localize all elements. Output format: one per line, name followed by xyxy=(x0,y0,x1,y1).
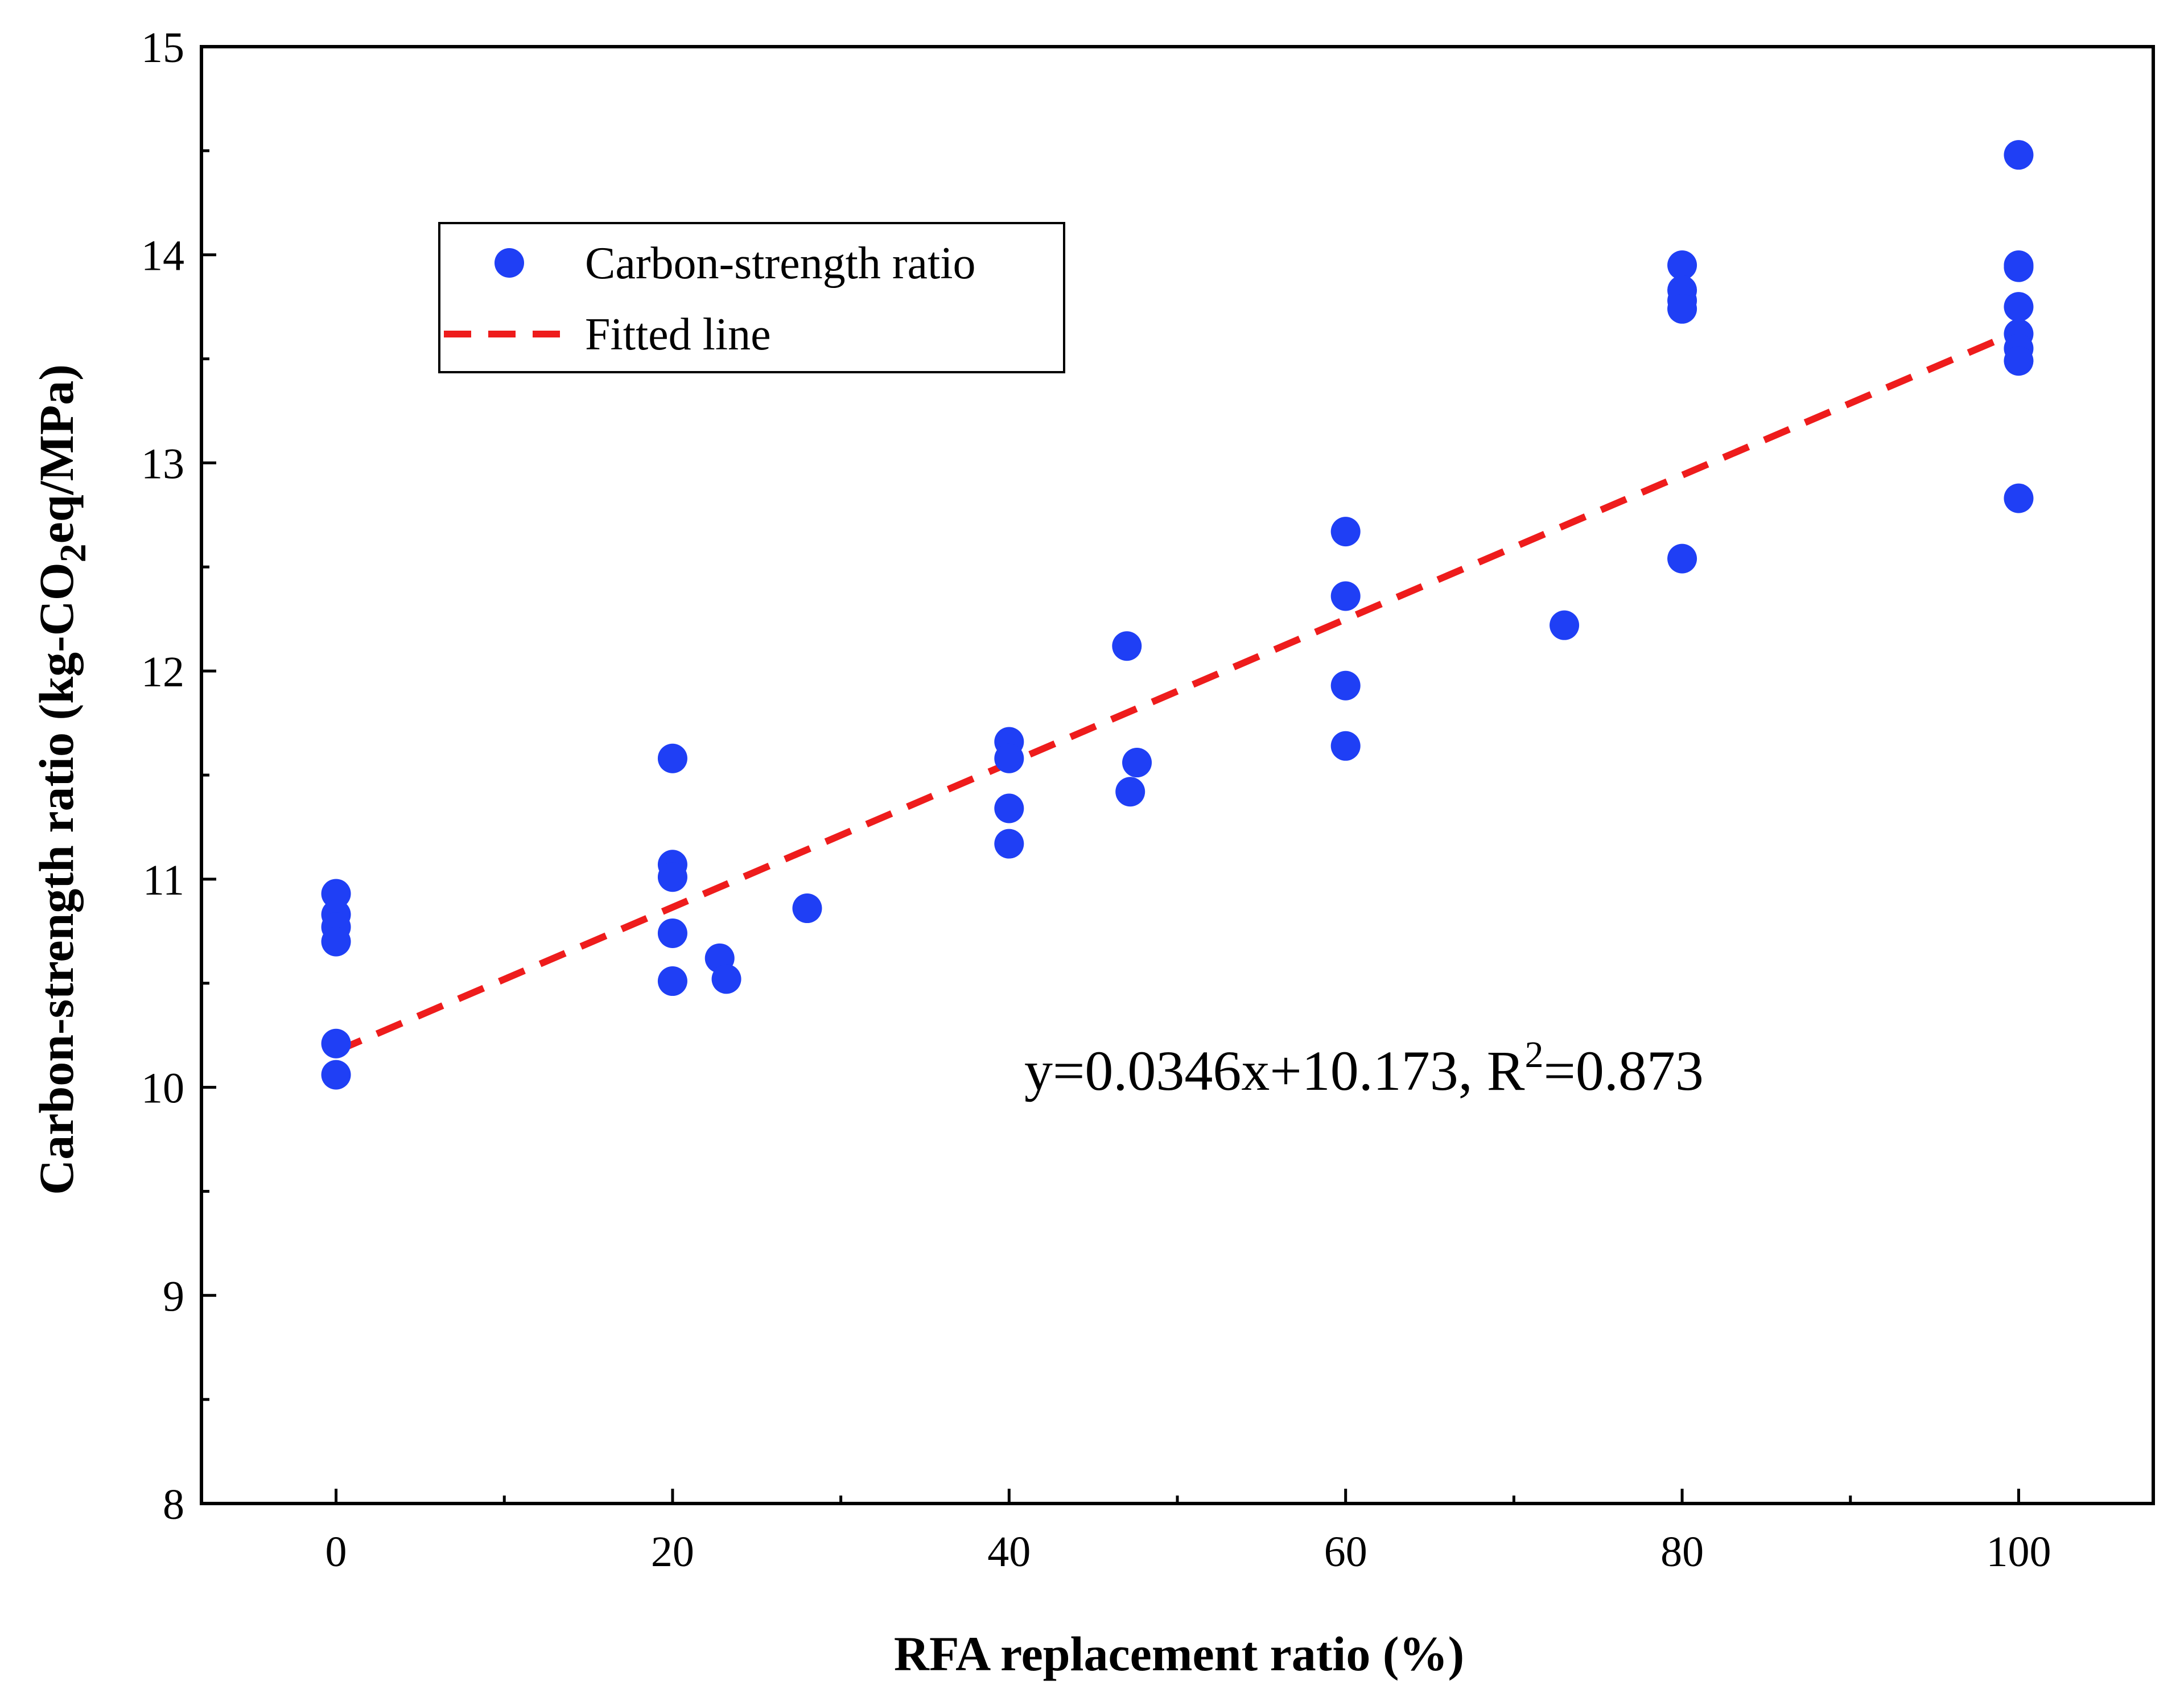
y-tick-label: 14 xyxy=(141,232,184,280)
data-point xyxy=(1112,631,1142,661)
data-point xyxy=(1330,517,1361,547)
y-tick-label: 11 xyxy=(143,856,184,904)
data-point xyxy=(321,926,351,957)
x-tick-label: 20 xyxy=(651,1528,694,1576)
data-point xyxy=(1330,670,1361,701)
y-tick-label: 9 xyxy=(163,1272,184,1320)
legend-box xyxy=(438,222,1065,373)
y-axis-ticks xyxy=(201,45,216,1505)
data-point xyxy=(2004,483,2034,513)
x-axis-title: RFA replacement ratio (%) xyxy=(894,1626,1464,1681)
data-point xyxy=(994,793,1024,823)
x-tick-label: 0 xyxy=(325,1528,347,1576)
y-tick-label: 10 xyxy=(141,1065,184,1113)
data-points xyxy=(321,140,2034,1090)
data-point xyxy=(1550,610,1580,640)
x-tick-label: 80 xyxy=(1660,1528,1704,1576)
data-point xyxy=(321,1028,351,1058)
data-point xyxy=(2004,292,2034,322)
y-tick-label: 13 xyxy=(141,440,184,488)
y-axis-title-prefix: Carbon-strength ratio (kg-CO xyxy=(29,562,84,1195)
data-point xyxy=(1667,250,1697,280)
equation-main: y=0.0346x+10.173, R xyxy=(1024,1039,1525,1102)
y-tick-label: 12 xyxy=(141,648,184,696)
legend: Carbon-strength ratio Fitted line xyxy=(438,222,1065,373)
data-point xyxy=(1122,748,1152,778)
data-point xyxy=(321,1060,351,1090)
data-point xyxy=(2004,252,2034,282)
y-tick-label: 8 xyxy=(163,1481,184,1529)
data-point xyxy=(1667,543,1697,574)
data-point xyxy=(994,829,1024,859)
legend-label-scatter: Carbon-strength ratio xyxy=(585,238,975,289)
data-point xyxy=(1330,731,1361,761)
data-point xyxy=(1667,294,1697,324)
equation-suffix: =0.873 xyxy=(1544,1039,1704,1102)
data-point xyxy=(1330,581,1361,611)
data-point xyxy=(1115,777,1145,807)
equation-superscript: 2 xyxy=(1525,1034,1544,1076)
x-tick-label: 100 xyxy=(1986,1528,2051,1576)
data-point xyxy=(2004,346,2034,376)
x-tick-label: 40 xyxy=(987,1528,1031,1576)
y-axis-title-subscript: 2 xyxy=(52,543,94,562)
x-axis-ticks xyxy=(335,1489,2020,1504)
legend-label-fit: Fitted line xyxy=(585,310,771,360)
data-point xyxy=(321,879,351,909)
x-axis-tick-labels: 0 20 40 60 80 100 xyxy=(325,1528,2051,1576)
y-tick-label: 15 xyxy=(141,24,184,72)
legend-marker-scatter xyxy=(495,248,524,278)
data-point xyxy=(657,918,687,948)
x-tick-label: 60 xyxy=(1324,1528,1367,1576)
y-axis-title: Carbon-strength ratio (kg-CO2eq/MPa) xyxy=(29,364,94,1195)
data-point xyxy=(657,743,687,773)
y-axis-title-suffix: eq/MPa) xyxy=(29,364,84,543)
data-point xyxy=(657,862,687,892)
data-point xyxy=(994,743,1024,773)
data-point xyxy=(657,966,687,996)
data-point xyxy=(711,964,741,994)
data-point xyxy=(2004,140,2034,170)
regression-equation: y=0.0346x+10.173, R2=0.873 xyxy=(1024,1034,1704,1102)
fitted-line xyxy=(335,328,2020,1055)
y-axis-tick-labels: 8 9 10 11 12 13 14 15 xyxy=(141,24,184,1529)
data-point xyxy=(792,893,822,924)
